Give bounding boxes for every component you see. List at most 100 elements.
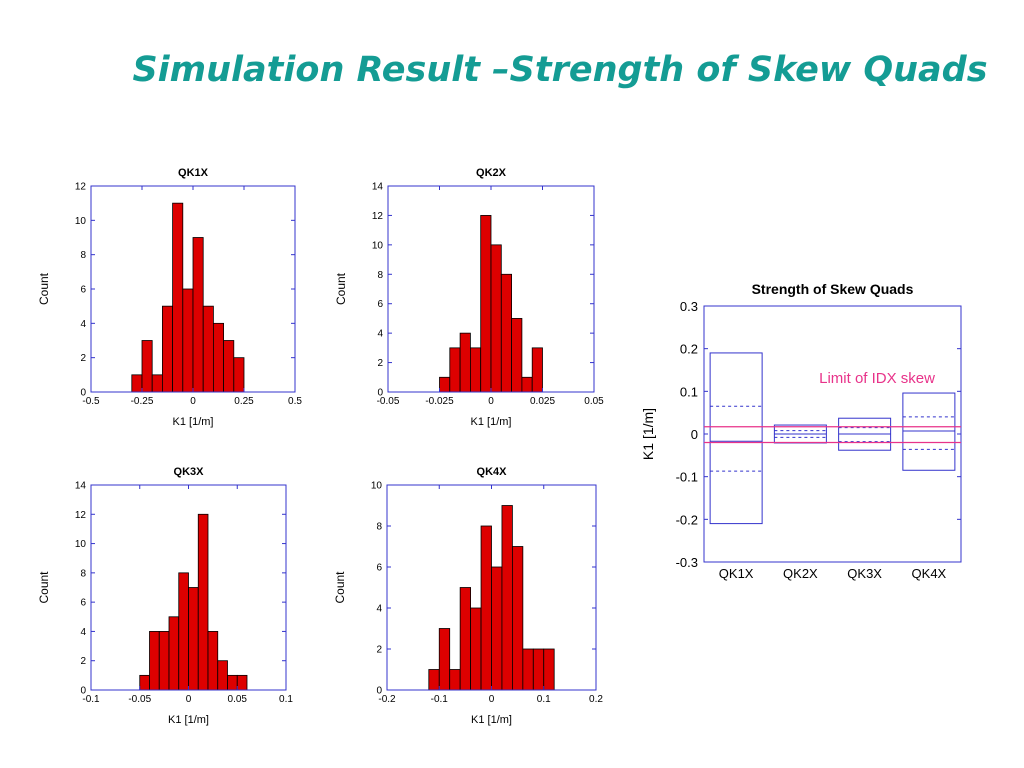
histogram-bar xyxy=(512,546,524,691)
x-tick-label: 0.1 xyxy=(279,694,293,705)
histogram-bar xyxy=(141,340,153,393)
histogram-bar xyxy=(491,566,503,691)
chart-title: QK1X xyxy=(178,167,209,179)
histogram-bar xyxy=(449,347,461,393)
histogram-bar xyxy=(131,374,143,393)
x-tick-label: 0.5 xyxy=(288,396,302,407)
histogram-bar xyxy=(202,305,214,393)
x-tick-label: 0.2 xyxy=(589,694,603,705)
slide-title: Simulation Result –Strength of Skew Quad… xyxy=(132,50,988,90)
histogram-bar xyxy=(438,628,451,691)
histogram-bar xyxy=(182,288,194,393)
y-tick-label: 10 xyxy=(372,240,384,251)
histogram-bar xyxy=(217,660,228,691)
histogram-bar xyxy=(532,648,545,691)
x-axis-label: K1 [1/m] xyxy=(471,416,512,428)
histogram-qk1x: 0 2 4 6 8 10 12 -0.5 -0.25 0 0.25 0.5 QK1X K1 [1/m] Co… xyxy=(37,167,302,428)
histogram-qk2x: 0 2 4 6 8 10 12 14 -0.05 -0.025 0 0.025 0.05 QK2X K1 [… xyxy=(334,167,604,428)
y-tick-label: 2 xyxy=(377,358,383,369)
histogram-bar xyxy=(439,376,451,393)
histogram-bar xyxy=(428,669,440,691)
y-tick-label: 6 xyxy=(80,598,86,609)
y-tick-label: 12 xyxy=(75,510,87,521)
y-tick-label: -0.3 xyxy=(676,555,698,570)
histogram-bar xyxy=(139,674,150,691)
category-label: QK2X xyxy=(783,566,818,581)
histogram-bar xyxy=(178,572,189,691)
x-tick-label: 0 xyxy=(488,396,494,407)
y-tick-label: 0.2 xyxy=(680,342,698,357)
range-box xyxy=(709,352,763,525)
y-tick-label: 4 xyxy=(80,627,86,638)
y-tick-label: 0.1 xyxy=(680,384,698,399)
y-tick-label: 0 xyxy=(80,686,86,697)
y-tick-label: 8 xyxy=(376,522,382,533)
y-tick-label: 2 xyxy=(80,353,86,364)
y-tick-label: 0 xyxy=(80,388,86,399)
histogram-bar xyxy=(500,273,512,393)
histogram-bar xyxy=(522,648,534,691)
histogram-bar xyxy=(233,357,245,393)
histogram-bar xyxy=(188,587,199,691)
chart-title: QK3X xyxy=(174,466,205,478)
y-tick-label: 8 xyxy=(80,250,86,261)
chart-title: Strength of Skew Quads xyxy=(752,281,914,297)
y-tick-label: 0 xyxy=(377,388,383,399)
x-tick-label: 0.025 xyxy=(530,396,555,407)
y-tick-label: 10 xyxy=(371,481,383,492)
x-tick-label: -0.2 xyxy=(378,694,396,705)
y-tick-label: 14 xyxy=(75,481,87,492)
y-tick-label: 2 xyxy=(80,656,86,667)
x-axis-label: K1 [1/m] xyxy=(471,714,512,726)
y-tick-label: -0.1 xyxy=(676,470,698,485)
x-tick-label: 0.25 xyxy=(234,396,254,407)
y-tick-label: 8 xyxy=(377,270,383,281)
y-axis-label: Count xyxy=(333,571,347,604)
histogram-bar xyxy=(149,631,160,691)
x-tick-label: 0.05 xyxy=(228,694,248,705)
y-tick-label: 14 xyxy=(372,182,384,193)
y-tick-label: 0.3 xyxy=(680,299,698,314)
summary-chart: -0.3 -0.2 -0.1 0 0.1 0.2 0.3 QK1X QK2X QK3X QK4X Li… xyxy=(640,281,962,581)
y-tick-label: 12 xyxy=(372,211,384,222)
x-tick-label: -0.1 xyxy=(431,694,449,705)
histogram-bar xyxy=(480,525,492,691)
y-tick-label: 10 xyxy=(75,539,87,550)
y-axis-label: Count xyxy=(334,272,348,305)
x-tick-label: -0.05 xyxy=(377,396,400,407)
limit-annotation: Limit of IDX skew xyxy=(819,370,935,387)
histogram-bar xyxy=(449,669,461,691)
histogram-bar xyxy=(207,631,219,691)
x-axis-label: K1 [1/m] xyxy=(168,714,209,726)
y-axis-label: Count xyxy=(37,272,51,305)
category-label: QK1X xyxy=(719,566,754,581)
x-tick-label: -0.05 xyxy=(128,694,151,705)
histogram-bar xyxy=(511,318,523,393)
y-tick-label: 6 xyxy=(80,285,86,296)
y-tick-label: 0 xyxy=(376,686,382,697)
x-tick-label: 0.1 xyxy=(537,694,551,705)
y-tick-label: 4 xyxy=(377,329,383,340)
histogram-bar xyxy=(161,305,173,393)
y-tick-label: 0 xyxy=(691,427,698,442)
histogram-bar xyxy=(212,322,224,393)
x-tick-label: 0.05 xyxy=(584,396,604,407)
range-box xyxy=(902,392,956,471)
chart-title: QK4X xyxy=(477,466,508,478)
category-label: QK4X xyxy=(912,566,947,581)
histogram-bar xyxy=(227,674,238,691)
histogram-bar xyxy=(459,587,471,691)
histogram-bar xyxy=(168,616,180,691)
y-tick-label: 4 xyxy=(80,319,86,330)
category-label: QK3X xyxy=(847,566,882,581)
histogram-bar xyxy=(172,202,184,393)
x-tick-label: -0.025 xyxy=(425,396,454,407)
histogram-bar xyxy=(543,648,555,691)
histogram-bar xyxy=(459,332,471,393)
y-tick-label: 6 xyxy=(377,299,383,310)
histogram-bar xyxy=(223,340,235,393)
x-tick-label: -0.1 xyxy=(82,694,100,705)
histogram-qk4x: 0 2 4 6 8 10 -0.2 -0.1 0 0.1 0.2 QK4X K1 [1/m] Count xyxy=(333,466,603,726)
histogram-bar xyxy=(490,244,502,393)
